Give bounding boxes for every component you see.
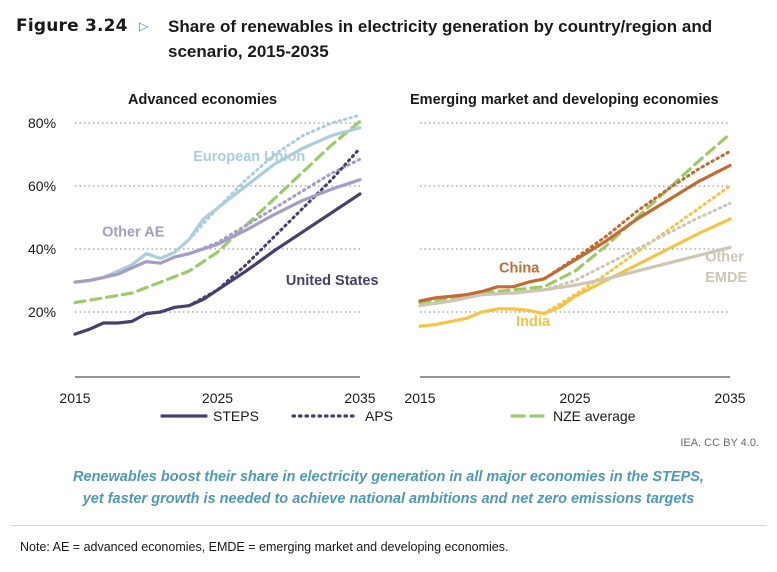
y-tick-label: 80%: [28, 115, 56, 131]
triangle-icon: ▷: [139, 19, 149, 33]
series-label: European Union: [193, 149, 305, 165]
y-tick-label: 60%: [28, 178, 56, 194]
x-tick-label: 2025: [559, 390, 590, 406]
plot-panel-1: 2015 2025 2035: [404, 122, 746, 406]
panel-title-emerging: Emerging market and developing economies: [410, 92, 719, 108]
series-label: China: [499, 261, 540, 277]
figure-title: Share of renewables in electricity gener…: [168, 17, 713, 61]
plot-panel-0: 20% 40% 60% 80% 2015 2025 2035: [28, 113, 376, 406]
series-label: Other: [705, 250, 744, 266]
x-tick-label: 2015: [59, 390, 90, 406]
series-line-united-states-steps: [73, 192, 362, 336]
takeaway-line-2: yet faster growth is needed to achieve n…: [82, 491, 695, 507]
x-tick-label: 2015: [404, 390, 435, 406]
series-line-emerging-market-and-developing-economies-nze-average: [418, 132, 732, 305]
series-line-india-steps: [418, 217, 732, 328]
series-line-other-ae-steps: [73, 178, 362, 284]
series-line-other-emde-aps: [542, 201, 732, 292]
x-tick-label: 2035: [714, 390, 745, 406]
series-label: Other AE: [102, 224, 165, 240]
divider: [10, 525, 767, 526]
y-tick-label: 20%: [28, 304, 56, 320]
legend-label: NZE average: [553, 408, 636, 424]
x-tick-label: 2035: [344, 390, 375, 406]
series-line-other-ae-aps: [187, 157, 362, 256]
chart-canvas: 20% 40% 60% 80% 2015 2025 2035 2015 2025 2035 Euro…: [28, 113, 747, 424]
series-line-other-emde-steps: [418, 245, 732, 308]
series-line-china-steps: [418, 163, 732, 303]
figure-number: Figure 3.24: [16, 16, 128, 36]
series-label: EMDE: [705, 270, 747, 286]
panel-title-advanced: Advanced economies: [128, 92, 278, 108]
credit-text: IEA. CC BY 4.0.: [680, 437, 759, 449]
series-line-united-states-aps: [187, 146, 362, 308]
legend-label: APS: [365, 408, 393, 424]
note-text: Note: AE = advanced economies, EMDE = em…: [20, 540, 509, 554]
series-label: United States: [286, 273, 379, 289]
y-tick-label: 40%: [28, 241, 56, 257]
takeaway-line-1: Renewables boost their share in electric…: [73, 469, 704, 485]
takeaway-text: Renewables boost their share in electric…: [0, 466, 777, 510]
x-tick-label: 2025: [202, 390, 233, 406]
series-line-advanced-economies-nze-average: [73, 119, 362, 305]
legend-label: STEPS: [213, 408, 259, 424]
series-line-china-aps: [542, 149, 732, 281]
series-label: India: [516, 314, 551, 330]
